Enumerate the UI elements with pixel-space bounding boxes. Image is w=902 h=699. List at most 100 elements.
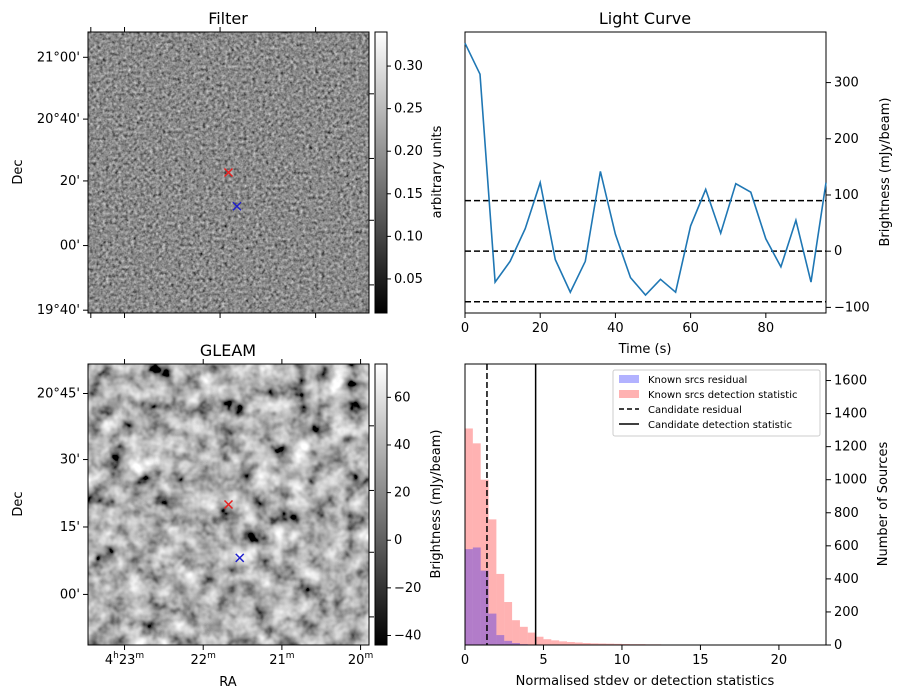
- cross-stroke: [235, 553, 245, 563]
- hist-bar: [559, 641, 568, 645]
- y-tick-label: 200: [834, 132, 859, 147]
- lightcurve-threshold-lines: [465, 199, 826, 303]
- ra-hours: 21: [269, 653, 286, 668]
- cross-stroke: [232, 201, 242, 211]
- legend-label-detection: Known srcs detection statistic: [648, 390, 797, 401]
- colorbar-tick-label: 0.20: [394, 144, 423, 159]
- cross-stroke: [223, 167, 234, 178]
- red-cross: [223, 499, 234, 510]
- colorbar-tick-label: 0: [394, 533, 402, 548]
- x-tick-label: 15: [692, 653, 709, 668]
- x-tick-label: 20: [532, 321, 549, 336]
- hist-bar: [614, 643, 622, 645]
- filter-y-ticks: 21°00' 20°40' 20' 00' 19°40': [37, 50, 88, 318]
- x-tick-label: 80: [758, 321, 775, 336]
- histogram-panel: 0 5 10 15 20 0 200 400 600 800 1000 1200 1400 1600 N…: [461, 363, 891, 689]
- gleam-y-ticks: 20°45' 30' 15' 00': [37, 387, 88, 602]
- lightcurve-ylabel: Brightness (mJy/beam): [878, 98, 893, 247]
- lightcurve-series: [464, 42, 827, 297]
- hist-bar: [519, 626, 528, 645]
- y-tick-label: 00': [60, 587, 80, 602]
- gleam-x-ticks: 4h23m 22m 21m 20m: [105, 359, 374, 668]
- lightcurve-panel: Light Curve 0 20 40 60 80 −100 0 100 200 300 Tim…: [461, 9, 893, 357]
- histogram-bars: [465, 428, 826, 645]
- colorbar-tick-label: 60: [394, 390, 411, 405]
- y-tick-label: 19°40': [37, 303, 80, 318]
- hist-bar: [574, 642, 583, 645]
- gleam-ylabel: Dec: [11, 491, 26, 516]
- colorbar-tick-label: 40: [394, 438, 411, 453]
- filter-ylabel: Dec: [11, 159, 26, 184]
- hist-bar: [567, 642, 575, 645]
- colorbar-tick-label: −20: [394, 581, 421, 596]
- hist-bar: [543, 639, 552, 645]
- ra-m-unit: m: [135, 651, 144, 661]
- histogram-x-ticks: 0 5 10 15 20: [461, 645, 787, 668]
- y-tick-label: 0: [834, 638, 842, 653]
- lightcurve-xlabel: Time (s): [618, 342, 672, 357]
- hist-bar: [496, 573, 505, 645]
- y-tick-label: 100: [834, 188, 859, 203]
- histogram-ylabel: Number of Sources: [876, 442, 891, 567]
- hist-bar: [480, 570, 489, 645]
- histogram-legend: Known srcs residual Known srcs detection…: [612, 369, 821, 437]
- hist-bar: [488, 519, 497, 645]
- legend-swatch-detection: [619, 390, 639, 398]
- histogram-y-ticks: 0 200 400 600 800 1000 1200 1400 1600: [826, 374, 867, 653]
- hist-bar: [551, 640, 560, 645]
- colorbar-tick-label: 0.05: [394, 272, 423, 287]
- lightcurve-line: [464, 42, 827, 297]
- y-tick-label: 1600: [834, 374, 867, 389]
- x-tick-label: 10: [614, 653, 631, 668]
- ra-hours: 20: [348, 653, 365, 668]
- colorbar-tick-label: 0.30: [394, 59, 423, 74]
- y-tick-label: 1400: [834, 407, 867, 422]
- x-tick-label: 0: [461, 321, 469, 336]
- colorbar-tick-label: −40: [394, 628, 421, 643]
- colorbar-tick-label: 0.15: [394, 187, 423, 202]
- x-tick-label: 22m: [191, 651, 216, 668]
- hist-bar: [472, 443, 481, 645]
- hist-bar: [465, 549, 473, 645]
- ra-min: 23: [119, 653, 136, 668]
- ra-hours: 4: [105, 653, 113, 668]
- gleam-markers: [223, 499, 245, 563]
- hist-bar: [496, 635, 505, 645]
- gleam-colorbar-label: Brightness (mJy/beam): [429, 430, 444, 579]
- gleam-colorbar-ticks: 60 40 20 0 −20 −40: [387, 390, 421, 643]
- x-tick-label: 40: [607, 321, 624, 336]
- legend-label-candidate-detection: Candidate detection statistic: [648, 420, 792, 431]
- x-tick-label: 5: [539, 653, 547, 668]
- y-tick-label: 1200: [834, 440, 867, 455]
- filter-colorbar-ticks: 0.30 0.25 0.20 0.15 0.10 0.05: [387, 59, 423, 287]
- x-tick-label: 20: [771, 653, 788, 668]
- hist-bar: [535, 636, 544, 645]
- blue-cross: [235, 553, 245, 563]
- y-tick-label: 00': [60, 239, 80, 254]
- colorbar-tick-label: 0.25: [394, 102, 423, 117]
- y-tick-label: 15': [60, 520, 80, 535]
- hist-bar: [465, 428, 473, 645]
- hist-bar: [512, 620, 520, 645]
- y-tick-label: 400: [834, 572, 859, 587]
- cross-stroke: [223, 499, 234, 510]
- legend-label-residual: Known srcs residual: [648, 375, 747, 386]
- ra-m-unit: m: [286, 651, 295, 661]
- y-tick-label: 21°00': [37, 50, 80, 65]
- blue-cross: [232, 201, 242, 211]
- y-tick-label: 20': [60, 174, 80, 189]
- y-tick-label: 20°40': [37, 112, 80, 127]
- filter-title: Filter: [208, 9, 248, 28]
- hist-bar: [527, 632, 536, 645]
- hist-bar: [512, 643, 520, 645]
- y-tick-label: 300: [834, 76, 859, 91]
- ra-m-unit: m: [207, 651, 216, 661]
- hist-bar: [488, 613, 497, 645]
- x-tick-label: 60: [682, 321, 699, 336]
- y-tick-label: 1000: [834, 473, 867, 488]
- gleam-xlabel: RA: [219, 675, 237, 690]
- histogram-candidate-lines: [486, 364, 537, 645]
- hist-bar: [480, 479, 489, 645]
- filter-colorbar: [374, 31, 388, 314]
